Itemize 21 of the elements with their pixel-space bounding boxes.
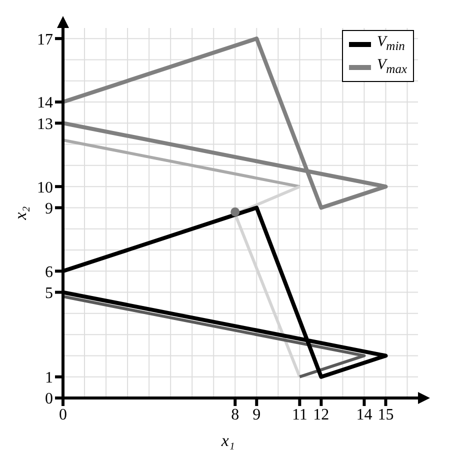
x-tick-label: 14 bbox=[356, 406, 372, 424]
y-tick-label: 14 bbox=[37, 94, 53, 112]
y-tick-label: 1 bbox=[45, 370, 53, 387]
y-tick-label: 13 bbox=[37, 116, 53, 133]
x-tick-label: 9 bbox=[252, 406, 261, 424]
y-axis-title: x₂ bbox=[11, 206, 30, 221]
y-tick-label: 0 bbox=[45, 390, 53, 408]
x-tick-label: 0 bbox=[59, 406, 67, 424]
legend-label: V$_{min}$ bbox=[377, 33, 405, 55]
line-series bbox=[63, 36, 388, 210]
x-axis-title: x₁ bbox=[220, 431, 235, 450]
x-tick-label: 11 bbox=[292, 406, 308, 424]
y-tick-label: 5 bbox=[45, 284, 53, 302]
x-tick-label: 15 bbox=[378, 406, 394, 424]
y-tick-label: 9 bbox=[45, 200, 53, 218]
y-tick-label: 17 bbox=[37, 31, 53, 48]
x-tick-label: 12 bbox=[313, 406, 330, 424]
legend-label: V$_{max}$ bbox=[377, 56, 407, 78]
y-tick-label: 10 bbox=[37, 179, 53, 196]
y-tick-label: 6 bbox=[45, 264, 53, 281]
x-tick-label: 8 bbox=[231, 406, 240, 424]
